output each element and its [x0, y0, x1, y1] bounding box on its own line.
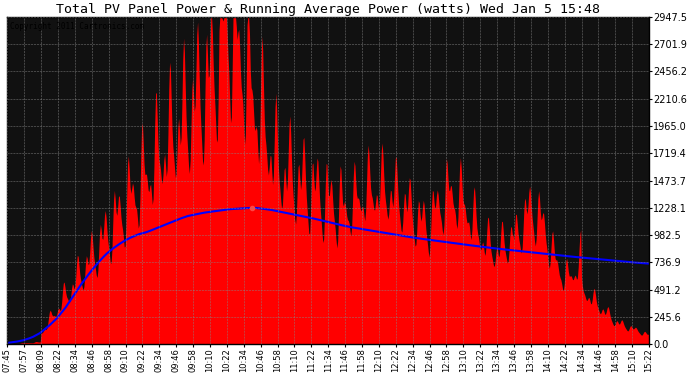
Text: Copyright 2011 Cartronics.com: Copyright 2011 Cartronics.com [10, 22, 145, 31]
Title: Total PV Panel Power & Running Average Power (watts) Wed Jan 5 15:48: Total PV Panel Power & Running Average P… [56, 3, 600, 16]
